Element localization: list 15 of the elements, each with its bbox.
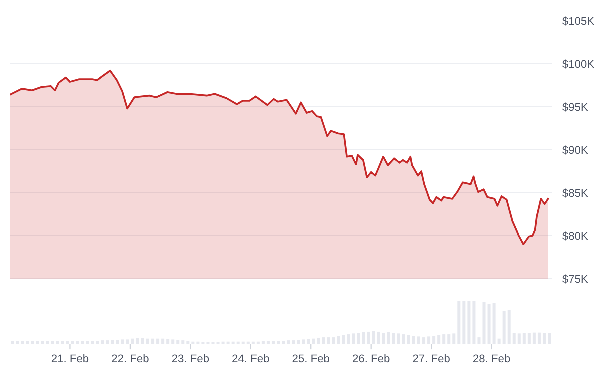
y-tick-label: $100K	[562, 60, 594, 69]
y-tick-label: $75K	[562, 274, 588, 284]
x-tick-label: 28. Feb	[474, 354, 510, 363]
x-tick-label: 21. Feb	[52, 354, 89, 363]
x-tick-label: 26. Feb	[353, 354, 390, 363]
x-tick-label: 22. Feb	[112, 354, 149, 363]
x-tick-label: 23. Feb	[172, 354, 210, 363]
x-tick-label: 24. Feb	[232, 354, 270, 363]
x-tick-label: 25. Feb	[292, 354, 330, 363]
y-tick-label: $105K	[562, 16, 594, 26]
y-tick-label: $95K	[562, 102, 588, 112]
y-tick-label: $85K	[562, 188, 588, 198]
y-tick-label: $80K	[562, 232, 588, 241]
x-tick-label: 27. Feb	[413, 354, 450, 363]
y-tick-label: $90K	[562, 146, 588, 155]
